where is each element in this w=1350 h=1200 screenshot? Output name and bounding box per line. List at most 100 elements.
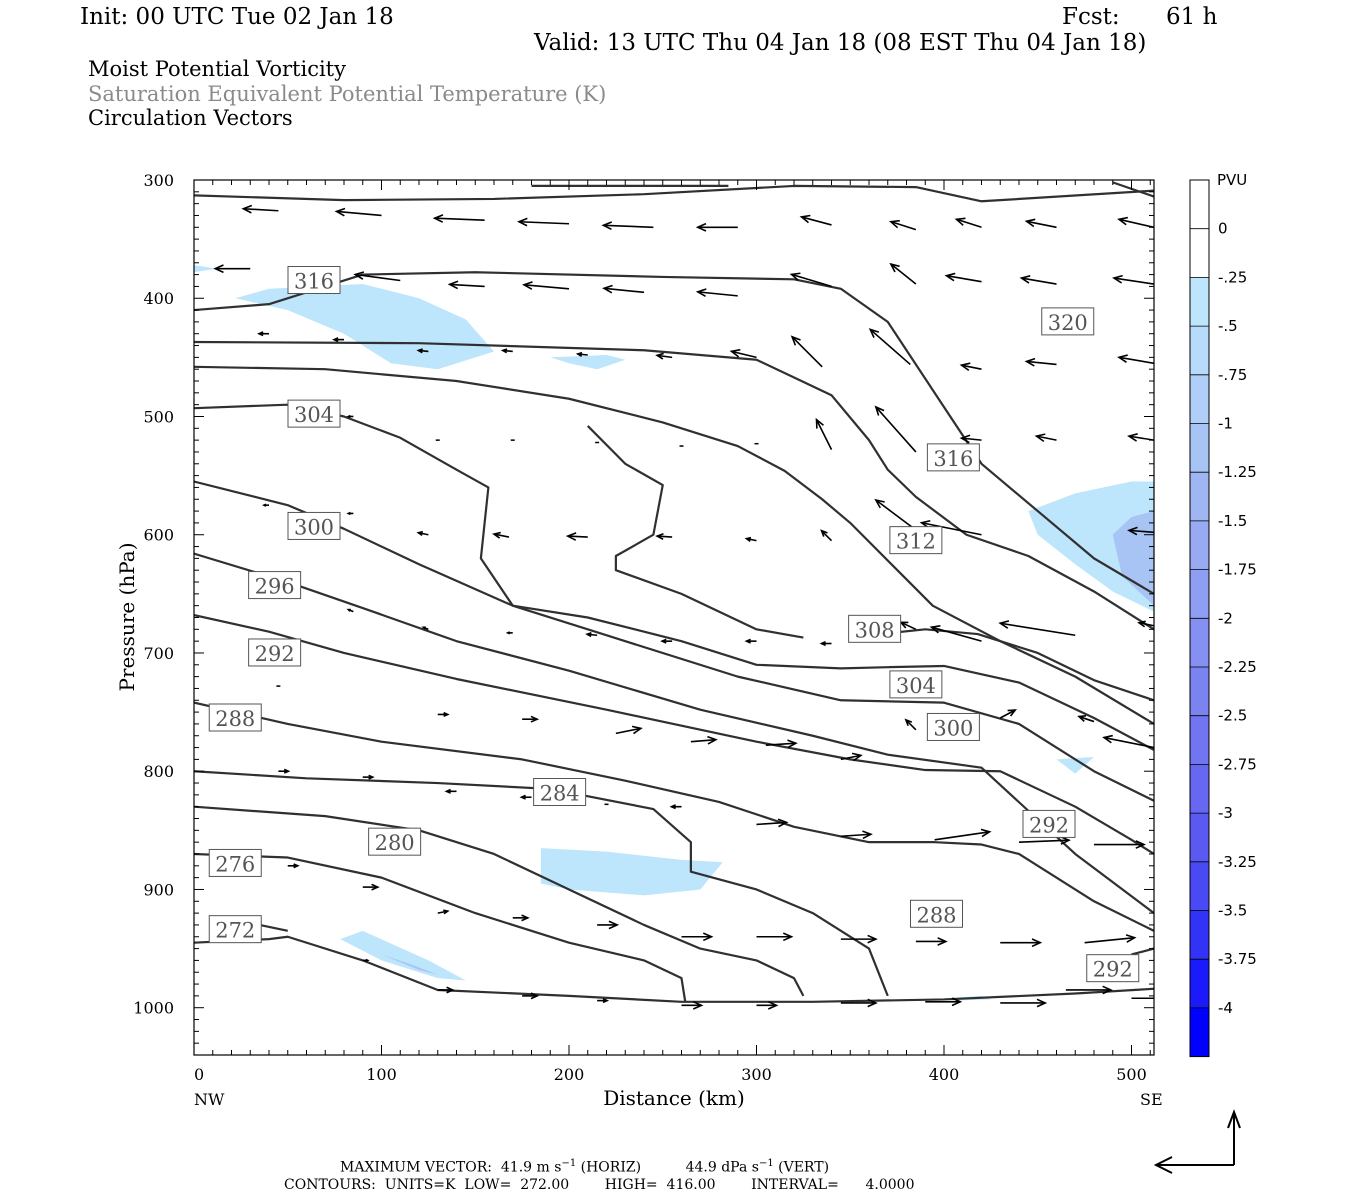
circulation-vector [729,348,757,359]
contour-label: 304 [889,670,943,699]
circulation-vector [655,352,673,360]
colorbar-swatch [1190,1007,1209,1057]
circulation-vector [681,932,714,942]
circulation-vector [585,632,598,638]
circulation-vector [756,932,794,942]
circulation-vector [519,794,532,800]
colorbar-level-label: -.5 [1218,317,1238,335]
y-tick-label: 700 [143,644,174,663]
x-end-direction: SE [1140,1090,1163,1109]
circulation-vector [346,414,354,419]
colorbar-level-label: -2 [1218,609,1233,627]
circulation-vector [278,768,291,774]
axis-tick-labels: 0 100 200 300 400 500 300 400 500 600 700 800 900 100… [133,171,1146,1084]
contour-label-text: 304 [896,674,936,698]
colorbar-swatch [1190,764,1209,814]
circulation-vector [915,937,948,946]
circulation-vector [287,863,300,869]
circulation-vector [944,272,982,283]
circulation-vector [789,272,832,288]
circulation-vector [241,204,279,214]
circulation-vector [799,214,832,226]
colorbar-swatch [1190,667,1209,716]
contour-label-text: 316 [933,447,973,471]
circulation-vector [575,351,588,357]
circulation-vector [1000,998,1048,1008]
theta-contour-7 [194,614,1154,855]
circulation-vector [889,262,917,285]
colorbar-swatch [1190,326,1209,375]
pv-region-6 [540,848,723,896]
colorbar-level-label: -4 [1218,999,1233,1017]
circulation-vector [889,219,917,231]
circulation-vector [1102,734,1154,749]
theta-contour-14 [1112,181,1154,198]
pv-colorbar: 0 -.25 -.5 -.75 -1 -1.25 -1.5 -1.75 -2 -2.25 -2.5 -… [1189,179,1257,1058]
y-tick-label: 500 [143,407,174,426]
theta-contour-17 [1131,947,1154,956]
circulation-vector [432,214,485,223]
circulation-vector [1084,934,1137,944]
theta-contour-8 [194,701,1154,932]
y-tick-label: 900 [143,880,174,899]
y-axis-title: Pressure (hPa) [115,543,139,692]
circulation-vector [416,530,429,537]
circulation-vector [437,711,450,718]
contour-label: 308 [848,614,902,643]
contour-label: 292 [1086,954,1140,983]
y-tick-label: 400 [143,289,174,308]
circulation-vector [840,934,878,944]
y-tick-label: 1000 [133,999,174,1018]
circulation-vector [522,281,570,290]
circulation-vector [602,284,645,294]
circulation-vector-layer [194,204,1154,1010]
circulation-vector [655,533,673,540]
colorbar-level-label: -3.5 [1218,902,1247,920]
theta-contour-0 [194,184,1154,203]
circulation-vector [565,532,588,541]
circulation-vector [1065,985,1113,995]
pv-region-2 [550,355,626,370]
contour-label-text: 280 [375,831,415,855]
circulation-vector [756,1000,779,1010]
contour-label: 284 [533,778,587,806]
contour-label-text: 304 [294,403,334,427]
contour-label: 280 [368,827,422,856]
pv-region-0 [194,265,217,273]
circulation-vector [437,909,450,915]
max-vector-line: MAXIMUM VECTOR: 41.9 m s−1 (HORIZ) 44.9 … [340,1158,830,1176]
circulation-vector [505,631,513,635]
circulation-vector [1019,275,1057,285]
circulation-vector [756,818,789,828]
circulation-vector [601,221,654,231]
contour-label-text: 292 [1029,813,1069,837]
circulation-vector [819,640,832,647]
circulation-vector [421,626,429,631]
colorbar-level-label: -2.75 [1218,755,1257,773]
contour-label: 288 [910,899,963,928]
circulation-vector [444,788,457,794]
contour-label: 300 [287,511,341,540]
axis-ticks [193,179,1154,1056]
contour-label-text: 308 [855,618,895,642]
theta-contour-10 [194,805,805,997]
colorbar-level-label: -2.25 [1218,658,1257,676]
max-vector-label: MAXIMUM VECTOR: [340,1159,492,1176]
y-tick-label: 600 [143,526,174,545]
colorbar-level-label: 0 [1218,220,1228,238]
theta-contour-2 [194,340,1154,631]
circulation-vector [998,620,1076,637]
colorbar-swatch [1190,813,1209,862]
circulation-vector [416,348,429,354]
circulation-vector [213,264,251,274]
circulation-vector [765,739,798,749]
contour-label-layer: 316 304 300 296 292 288 284 280 276 272 320 316 312 3… [208,266,1140,983]
circulation-vector [1000,938,1043,948]
circulation-vector [1034,433,1057,442]
circulation-vector [500,348,513,354]
circulation-vector [790,335,823,368]
circulation-vector [1131,997,1154,1000]
colorbar-swatch [1190,959,1209,1008]
circulation-vector [874,498,917,531]
circulation-vector [1112,274,1154,285]
